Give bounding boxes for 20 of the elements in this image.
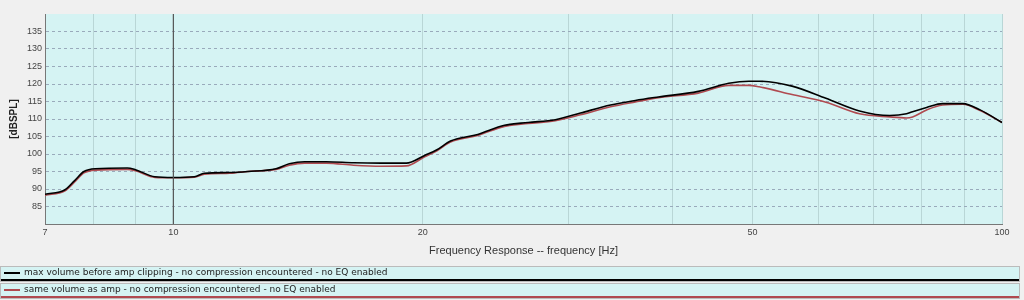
x-tick-label: 10 (168, 226, 179, 237)
y-tick-label: 95 (32, 165, 43, 176)
x-tick-label: 7 (42, 226, 48, 237)
y-tick-label: 125 (26, 60, 43, 71)
y-axis-title: [dBSPL] (7, 99, 19, 139)
y-tick-label: 85 (32, 200, 43, 211)
y-tick-label: 115 (27, 95, 43, 106)
legend-label: same volume as amp - no compression encountered - no EQ enabled (24, 284, 336, 294)
legend-label: max volume before amp clipping - no compression encountered - no EQ enabled (24, 267, 388, 277)
x-tick-label: 100 (994, 226, 1010, 237)
y-tick-label: 120 (26, 78, 43, 89)
y-tick-label: 130 (26, 43, 43, 54)
y-tick-label: 110 (27, 113, 43, 124)
y-tick-label: 100 (26, 148, 43, 159)
x-axis-title: Frequency Response -- frequency [Hz] (429, 244, 618, 257)
y-tick-label: 90 (32, 183, 43, 194)
x-tick-label: 20 (417, 226, 428, 237)
y-tick-label: 105 (26, 130, 43, 141)
y-tick-label: 135 (26, 25, 43, 36)
x-tick-label: 50 (747, 226, 758, 237)
